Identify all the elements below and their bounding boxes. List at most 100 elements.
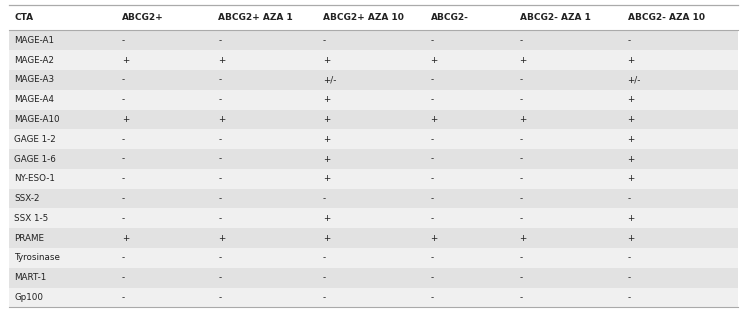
Text: -: - bbox=[122, 95, 125, 104]
Text: +: + bbox=[218, 115, 226, 124]
Text: -: - bbox=[430, 253, 434, 262]
Text: -: - bbox=[218, 253, 221, 262]
Text: -: - bbox=[519, 36, 522, 45]
Text: +: + bbox=[122, 56, 129, 65]
Text: -: - bbox=[519, 95, 522, 104]
Text: +: + bbox=[323, 56, 330, 65]
Bar bbox=[9, 70, 738, 90]
Bar bbox=[9, 248, 738, 268]
Text: Tyrosinase: Tyrosinase bbox=[14, 253, 60, 262]
Text: -: - bbox=[218, 95, 221, 104]
Text: -: - bbox=[122, 194, 125, 203]
Text: -: - bbox=[628, 253, 631, 262]
Text: +: + bbox=[628, 234, 634, 243]
Bar bbox=[9, 209, 738, 228]
Text: -: - bbox=[323, 293, 326, 302]
Text: -: - bbox=[519, 214, 522, 223]
Text: -: - bbox=[519, 273, 522, 282]
Text: -: - bbox=[628, 293, 631, 302]
Text: -: - bbox=[218, 174, 221, 183]
Text: -: - bbox=[122, 154, 125, 163]
Text: MART-1: MART-1 bbox=[14, 273, 46, 282]
Text: -: - bbox=[323, 194, 326, 203]
Text: +: + bbox=[218, 56, 226, 65]
Text: -: - bbox=[122, 36, 125, 45]
Text: GAGE 1-6: GAGE 1-6 bbox=[14, 154, 56, 163]
Text: -: - bbox=[519, 174, 522, 183]
Text: +: + bbox=[430, 115, 438, 124]
Text: -: - bbox=[122, 214, 125, 223]
Text: +: + bbox=[430, 56, 438, 65]
Text: ABCG2- AZA 1: ABCG2- AZA 1 bbox=[519, 13, 591, 22]
Text: CTA: CTA bbox=[14, 13, 33, 22]
Text: +: + bbox=[519, 56, 527, 65]
Text: -: - bbox=[122, 293, 125, 302]
Text: -: - bbox=[519, 293, 522, 302]
Text: +: + bbox=[323, 154, 330, 163]
Text: +: + bbox=[323, 174, 330, 183]
Text: -: - bbox=[218, 194, 221, 203]
Text: -: - bbox=[218, 154, 221, 163]
Text: +: + bbox=[323, 135, 330, 144]
Text: -: - bbox=[218, 293, 221, 302]
Text: ABCG2-: ABCG2- bbox=[430, 13, 468, 22]
Text: -: - bbox=[430, 273, 434, 282]
Text: -: - bbox=[519, 75, 522, 84]
Text: +/-: +/- bbox=[323, 75, 336, 84]
Bar bbox=[9, 5, 738, 30]
Text: +: + bbox=[628, 174, 634, 183]
Text: +: + bbox=[218, 234, 226, 243]
Text: +: + bbox=[323, 234, 330, 243]
Text: +: + bbox=[323, 214, 330, 223]
Text: -: - bbox=[218, 75, 221, 84]
Text: ABCG2+ AZA 1: ABCG2+ AZA 1 bbox=[218, 13, 293, 22]
Text: -: - bbox=[628, 194, 631, 203]
Text: +/-: +/- bbox=[628, 75, 641, 84]
Text: -: - bbox=[430, 214, 434, 223]
Text: MAGE-A10: MAGE-A10 bbox=[14, 115, 59, 124]
Text: GAGE 1-2: GAGE 1-2 bbox=[14, 135, 56, 144]
Bar bbox=[9, 149, 738, 169]
Text: -: - bbox=[519, 154, 522, 163]
Text: -: - bbox=[122, 75, 125, 84]
Text: SSX 1-5: SSX 1-5 bbox=[14, 214, 48, 223]
Text: -: - bbox=[323, 273, 326, 282]
Text: ABCG2+ AZA 10: ABCG2+ AZA 10 bbox=[323, 13, 404, 22]
Text: MAGE-A4: MAGE-A4 bbox=[14, 95, 54, 104]
Text: -: - bbox=[628, 273, 631, 282]
Text: -: - bbox=[323, 36, 326, 45]
Text: -: - bbox=[519, 135, 522, 144]
Text: -: - bbox=[430, 293, 434, 302]
Text: -: - bbox=[430, 174, 434, 183]
Text: -: - bbox=[430, 36, 434, 45]
Text: +: + bbox=[628, 214, 634, 223]
Text: -: - bbox=[218, 135, 221, 144]
Text: -: - bbox=[628, 36, 631, 45]
Text: -: - bbox=[519, 194, 522, 203]
Text: PRAME: PRAME bbox=[14, 234, 44, 243]
Bar bbox=[9, 228, 738, 248]
Text: -: - bbox=[122, 135, 125, 144]
Bar bbox=[9, 189, 738, 209]
Text: -: - bbox=[430, 75, 434, 84]
Bar bbox=[9, 129, 738, 149]
Bar bbox=[9, 30, 738, 50]
Text: ABCG2- AZA 10: ABCG2- AZA 10 bbox=[628, 13, 704, 22]
Bar bbox=[9, 50, 738, 70]
Text: -: - bbox=[430, 154, 434, 163]
Text: +: + bbox=[519, 234, 527, 243]
Text: +: + bbox=[628, 56, 634, 65]
Text: -: - bbox=[519, 253, 522, 262]
Text: +: + bbox=[628, 154, 634, 163]
Text: -: - bbox=[430, 95, 434, 104]
Text: +: + bbox=[628, 115, 634, 124]
Text: +: + bbox=[519, 115, 527, 124]
Text: +: + bbox=[430, 234, 438, 243]
Text: -: - bbox=[122, 174, 125, 183]
Text: -: - bbox=[218, 273, 221, 282]
Text: +: + bbox=[323, 115, 330, 124]
Text: MAGE-A1: MAGE-A1 bbox=[14, 36, 54, 45]
Text: -: - bbox=[218, 36, 221, 45]
Text: +: + bbox=[628, 95, 634, 104]
Text: -: - bbox=[430, 194, 434, 203]
